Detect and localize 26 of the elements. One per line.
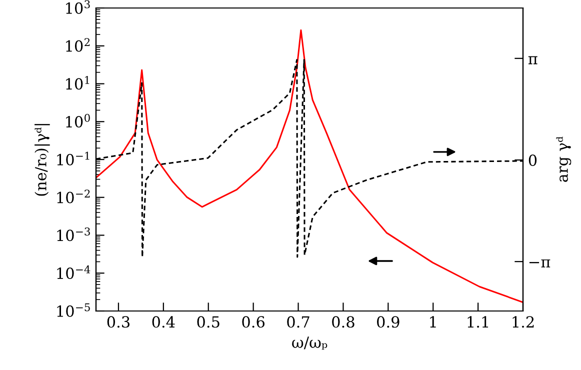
x-tick-label: 0.6 — [242, 316, 265, 328]
y-tick-label: 10$^{0}$ — [66, 114, 90, 128]
y-tick-label: 10$^{−4}$ — [57, 265, 90, 280]
x-tick-label: 0.5 — [197, 316, 220, 328]
y-tick-label: 10$^{−2}$ — [57, 190, 90, 204]
x-tick-label: 0.8 — [332, 316, 354, 328]
x-tick-label: 0.7 — [287, 316, 310, 328]
y-axis-title: (ne/r₀)|γᵈ| — [34, 124, 50, 196]
x-tick-label: 0.4 — [152, 316, 175, 328]
y-tick-label: 10$^{−1}$ — [57, 152, 90, 166]
y-tick-label: 10$^{2}$ — [66, 38, 90, 52]
x-tick-label: 1 — [430, 316, 436, 328]
x-tick-label: 1.2 — [512, 316, 534, 328]
y-tick-label: 10$^{3}$ — [66, 0, 90, 14]
x-tick-label: 0.3 — [107, 316, 130, 328]
x-tick-label: 0.9 — [377, 316, 400, 328]
y-tick-label: 10$^{1}$ — [66, 76, 90, 90]
line-series — [96, 29, 523, 304]
y2-tick-label: 0 — [528, 154, 537, 166]
y2-tick-label: π — [528, 56, 538, 64]
x-axis-title: ω/ωₚ — [292, 336, 328, 350]
y-tick-label: 10$^{−5}$ — [57, 303, 90, 317]
y2-tick-label: −π — [529, 259, 550, 268]
x-tick-label: 1.1 — [468, 316, 488, 328]
y-tick-label: 10$^{−3}$ — [57, 227, 90, 242]
y2-axis-title: arg γᵈ — [556, 136, 572, 182]
